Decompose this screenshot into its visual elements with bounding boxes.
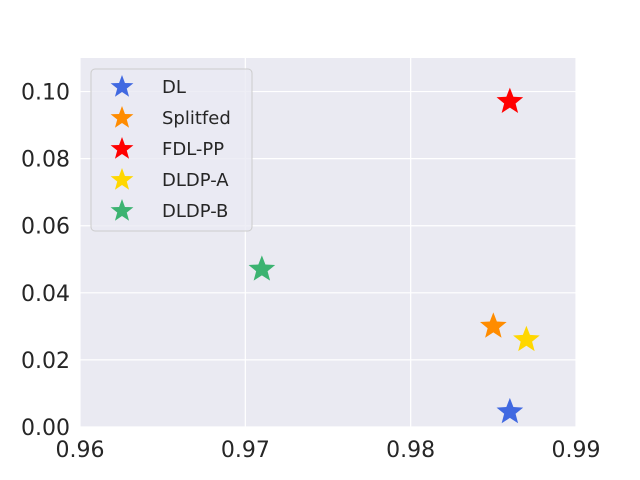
- legend-label: DLDP-B: [162, 201, 228, 222]
- x-tick-label: 0.96: [56, 438, 105, 463]
- legend-label: DL: [162, 77, 186, 98]
- legend-marker-splitfed: [110, 106, 134, 128]
- x-tick-label: 0.97: [221, 438, 270, 463]
- point-dl: [496, 397, 524, 424]
- legend-label: FDL-PP: [162, 139, 224, 160]
- point-dldp-b: [248, 255, 276, 281]
- x-tick-label: 0.99: [552, 438, 601, 463]
- x-axis-ticks: 0.96 0.97 0.98 0.99: [56, 438, 601, 463]
- legend-label: Splitfed: [162, 108, 231, 129]
- y-tick-label: 0.10: [21, 81, 70, 106]
- legend-marker-dldp-a: [110, 168, 134, 190]
- legend-marker-fdl-pp: [110, 137, 134, 159]
- legend: DL Splitfed FDL-PP DLDP-A DLDP-B: [90, 68, 253, 232]
- y-tick-label: 0.06: [21, 215, 70, 240]
- y-tick-label: 0.00: [21, 416, 70, 441]
- x-tick-label: 0.98: [386, 438, 435, 463]
- legend-marker-dl: [110, 75, 134, 97]
- y-tick-label: 0.02: [21, 349, 70, 374]
- point-fdl-pp: [496, 87, 524, 113]
- point-splitfed: [480, 312, 507, 338]
- legend-box: [90, 68, 253, 232]
- legend-marker-dldp-b: [110, 199, 134, 221]
- data-points: [248, 87, 540, 424]
- y-tick-label: 0.08: [21, 148, 70, 173]
- y-axis-ticks: 0.00 0.02 0.04 0.06 0.08 0.10: [21, 81, 70, 441]
- legend-label: DLDP-A: [162, 170, 229, 191]
- point-dldp-a: [513, 325, 540, 352]
- y-tick-label: 0.04: [21, 282, 70, 307]
